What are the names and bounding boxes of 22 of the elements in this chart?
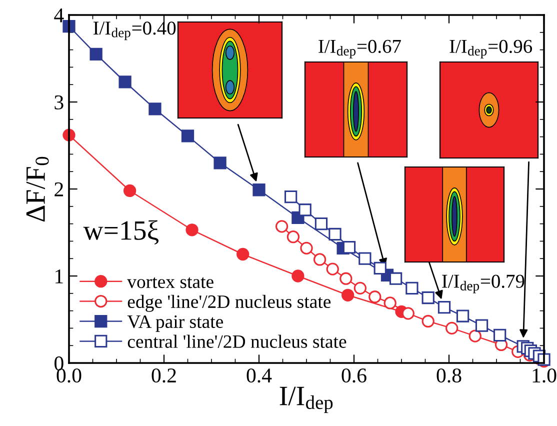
- y-tick-label: 3: [54, 95, 64, 110]
- y-tick-label: 2: [54, 182, 63, 196]
- x-tick-label: 1.0: [532, 368, 556, 383]
- x-tick-label: 0.4: [246, 368, 272, 383]
- x-axis-title: I/I$_{dep}$: [280, 386, 333, 414]
- y-axis-title: ΔF/F$_{0}$: [26, 156, 49, 222]
- annotation: I/I$_{dep}$=0.79: [442, 274, 524, 294]
- annotation: I/I$_{dep}$=0.96: [450, 40, 532, 58]
- x-tick-label: 0.8: [436, 368, 462, 383]
- annotation: w=15ξ: [83, 220, 159, 245]
- y-tick-label: 4: [54, 8, 64, 22]
- legend-label: edge 'line'/2D nucleus state: [128, 294, 331, 312]
- annotation: I/I$_{dep}$=0.40: [93, 22, 176, 40]
- annotation: I/I$_{dep}$=0.67: [318, 40, 401, 58]
- legend-label: VA pair state: [127, 315, 223, 332]
- legend-label: central 'line'/2D nucleus state: [128, 334, 346, 348]
- y-tick-label: 0: [54, 356, 64, 370]
- x-tick-label: 0.0: [56, 368, 82, 383]
- legend-label: vortex state: [127, 277, 214, 288]
- y-tick-label: 1: [56, 269, 63, 284]
- x-tick-label: 0.2: [152, 368, 176, 383]
- x-tick-label: 0.6: [342, 368, 366, 383]
